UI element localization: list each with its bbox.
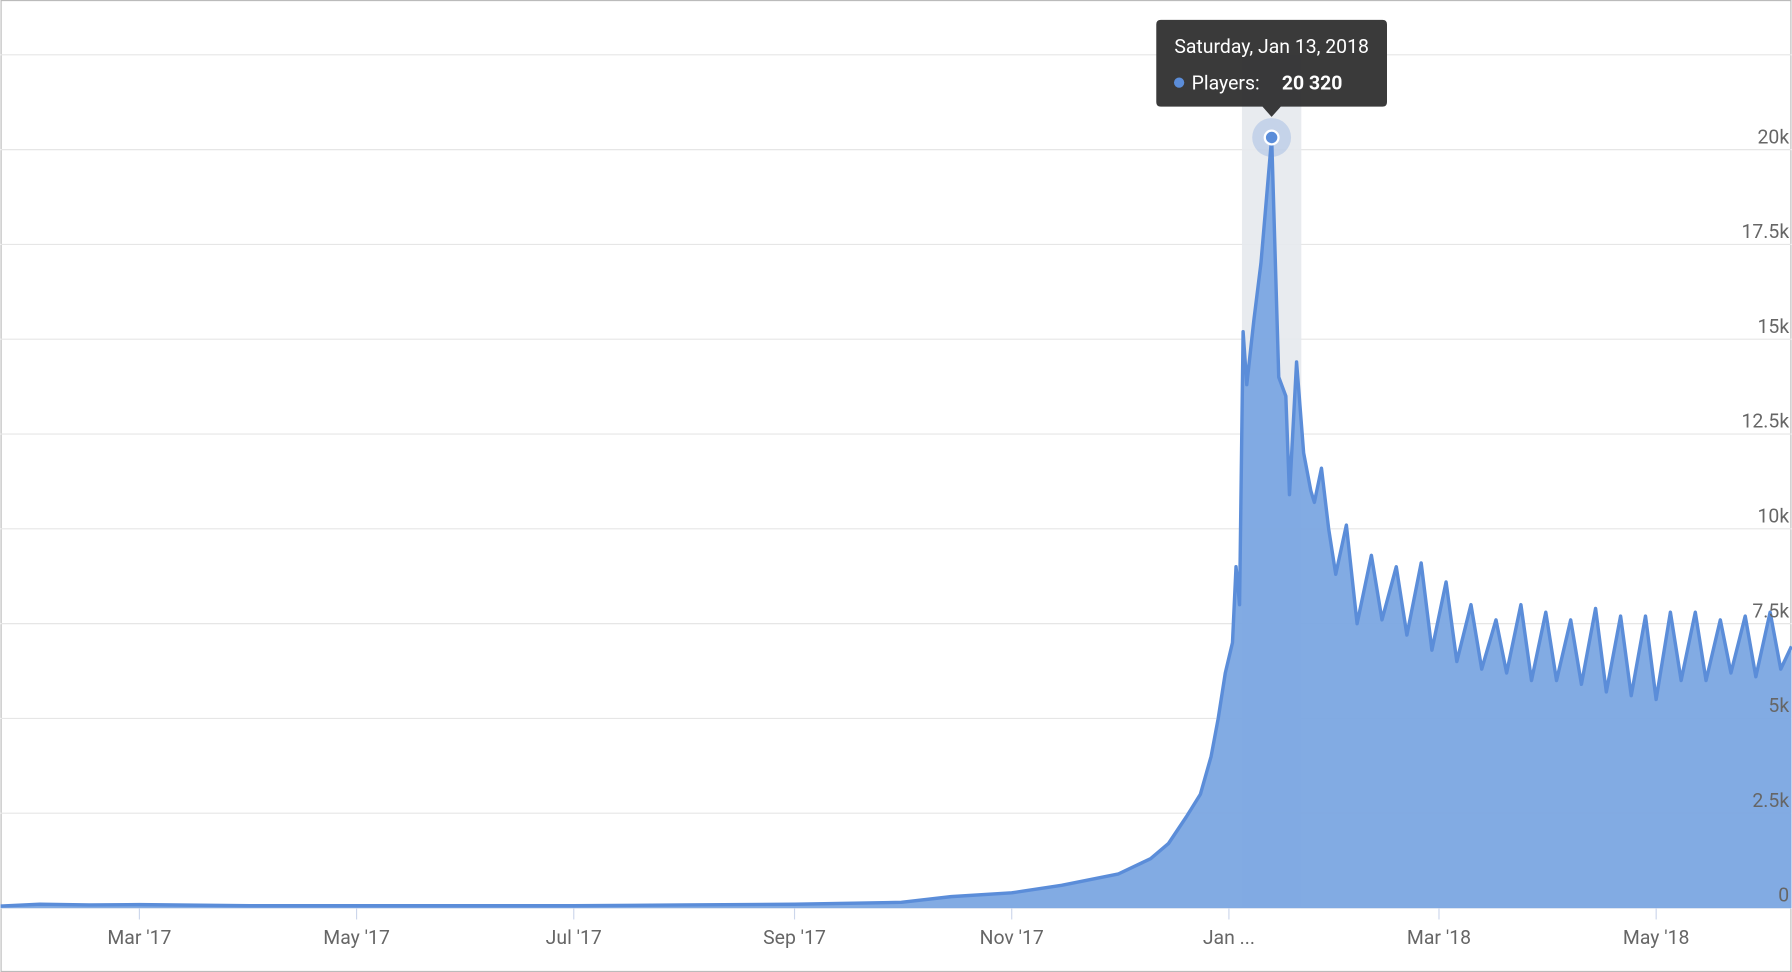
y-tick-label: 5k <box>1768 694 1789 717</box>
x-tick-label: May '18 <box>1623 926 1690 949</box>
tooltip-marker <box>1173 77 1185 88</box>
x-tick-label: Sep '17 <box>763 926 826 949</box>
x-tick-label: Mar '17 <box>107 926 171 949</box>
x-tick-label: Nov '17 <box>980 926 1044 949</box>
y-tick-label: 20k <box>1758 125 1790 148</box>
axes: 0 2.5k 5k 7.5k 10k 12.5k 15k 17.5k 20k Mar '17 May… <box>107 125 1789 949</box>
x-tick-label: Jul '17 <box>546 926 602 949</box>
x-tick-label: Mar '18 <box>1407 926 1471 949</box>
tooltip: Saturday, Jan 13, 2018 Players: 20 320 <box>1156 19 1387 117</box>
x-tick-label: May '17 <box>323 926 390 949</box>
y-tick-label: 2.5k <box>1752 789 1789 812</box>
hover-point <box>1263 129 1280 146</box>
plot <box>0 54 1792 909</box>
y-tick-label: 15k <box>1758 315 1790 338</box>
tooltip-value: 20 320 <box>1282 72 1343 95</box>
x-tick-label: Jan ... <box>1203 926 1255 949</box>
tooltip-box <box>1156 19 1387 117</box>
tooltip-title: Saturday, Jan 13, 2018 <box>1174 35 1369 58</box>
y-tick-label: 7.5k <box>1752 599 1789 622</box>
y-tick-label: 12.5k <box>1742 410 1790 433</box>
y-tick-label: 10k <box>1758 505 1790 528</box>
area-fill <box>0 137 1792 909</box>
y-tick-label: 17.5k <box>1742 220 1790 243</box>
tooltip-label: Players: <box>1192 72 1260 95</box>
y-tick-label: 0 <box>1778 884 1789 907</box>
area-line <box>0 135 1792 908</box>
